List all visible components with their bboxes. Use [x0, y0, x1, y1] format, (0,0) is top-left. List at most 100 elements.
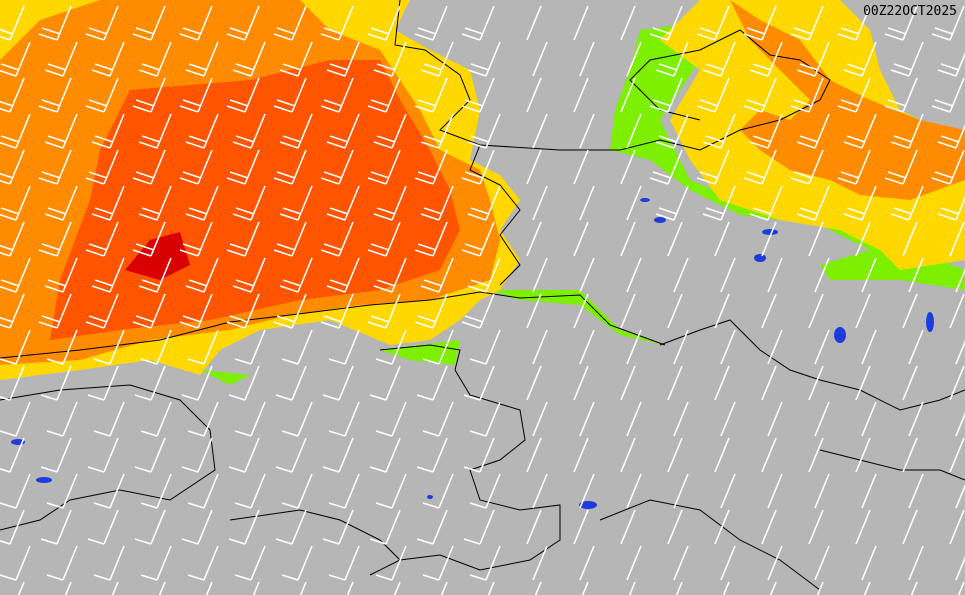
- wind-barb: [228, 365, 260, 401]
- wind-barb: [326, 257, 360, 293]
- wind-barbs: [0, 5, 965, 595]
- wind-barb: [185, 257, 219, 293]
- wind-barb: [855, 437, 871, 473]
- wind-barb: [273, 221, 307, 257]
- wind-barb: [790, 5, 824, 41]
- wind-barb: [279, 185, 313, 221]
- wind-barb: [814, 329, 830, 365]
- wind-barb: [573, 149, 589, 185]
- wind-barb: [187, 545, 219, 581]
- wind-barb: [38, 77, 72, 113]
- wind-barb: [0, 185, 31, 221]
- wind-barb: [185, 41, 219, 77]
- wind-barb: [573, 437, 589, 473]
- wind-barb: [373, 185, 407, 221]
- wind-barb: [328, 401, 360, 437]
- wind-barb: [420, 41, 454, 77]
- wind-barb: [181, 437, 213, 473]
- wind-barb: [526, 77, 542, 113]
- wind-barb: [461, 293, 495, 329]
- wind-barb: [181, 509, 213, 545]
- wind-barb: [367, 149, 401, 185]
- wind-barb: [667, 365, 683, 401]
- wind-barb: [91, 185, 125, 221]
- wind-barb: [232, 113, 266, 149]
- wind-barb: [573, 5, 589, 41]
- wind-barb: [181, 365, 213, 401]
- wind-barb: [185, 113, 219, 149]
- wind-barb: [579, 257, 595, 293]
- wind-barb: [44, 257, 78, 293]
- wind-barb: [375, 401, 407, 437]
- wind-barb: [855, 365, 871, 401]
- wind-barb: [322, 365, 354, 401]
- wind-barb: [902, 365, 918, 401]
- wind-barb: [414, 221, 448, 257]
- wind-barb: [0, 329, 31, 365]
- wind-barb: [373, 113, 407, 149]
- wind-barb: [808, 509, 824, 545]
- wind-barb: [469, 545, 501, 581]
- wind-barb: [346, 581, 354, 595]
- wind-barb: [655, 185, 689, 221]
- wind-barb: [0, 437, 25, 473]
- wind-barb: [226, 221, 260, 257]
- wind-barb: [367, 293, 401, 329]
- wind-barb: [234, 329, 266, 365]
- wind-barb: [884, 149, 918, 185]
- wind-barb: [620, 437, 636, 473]
- wind-barb: [908, 473, 924, 509]
- wind-barb: [761, 293, 777, 329]
- wind-barb: [467, 257, 501, 293]
- wind-barb: [749, 185, 783, 221]
- wind-barb: [890, 113, 924, 149]
- wind-barb: [85, 149, 119, 185]
- wind-barb: [814, 545, 830, 581]
- wind-barb: [91, 41, 125, 77]
- wind-barb: [369, 509, 401, 545]
- wind-barb: [0, 545, 31, 581]
- wind-barb: [649, 77, 683, 113]
- wind-barb: [743, 77, 777, 113]
- wind-barb: [579, 329, 595, 365]
- wind-barb: [855, 509, 871, 545]
- wind-barb: [808, 437, 824, 473]
- wind-barb: [369, 437, 401, 473]
- wind-barb: [17, 581, 25, 595]
- wind-barb: [931, 5, 965, 41]
- wind-barb: [655, 113, 689, 149]
- wind-barb: [620, 293, 636, 329]
- wind-barb: [226, 149, 260, 185]
- wind-barb: [861, 257, 877, 293]
- wind-barb: [620, 365, 636, 401]
- wind-barb: [40, 365, 72, 401]
- wind-barb: [93, 545, 125, 581]
- wind-barb: [46, 473, 78, 509]
- wind-barb: [808, 365, 824, 401]
- wind-barb: [420, 185, 454, 221]
- wind-barb: [532, 41, 548, 77]
- wind-barb: [140, 473, 172, 509]
- wind-barb: [85, 5, 119, 41]
- wind-barb: [275, 509, 307, 545]
- wind-barb: [902, 509, 918, 545]
- wind-barb: [138, 185, 172, 221]
- wind-barb: [628, 581, 636, 595]
- wind-barb: [414, 5, 448, 41]
- wind-barb: [469, 329, 501, 365]
- wind-barb: [526, 509, 542, 545]
- wind-barb: [761, 221, 777, 257]
- wind-barb: [279, 113, 313, 149]
- wind-barb: [187, 401, 219, 437]
- wind-barb: [85, 293, 119, 329]
- wind-barb: [422, 473, 454, 509]
- wind-barb: [279, 257, 313, 293]
- wind-barb: [720, 545, 736, 581]
- wind-barb: [185, 185, 219, 221]
- wind-barb: [808, 221, 824, 257]
- wind-barb: [579, 113, 595, 149]
- wind-barb: [140, 401, 172, 437]
- wind-barb: [0, 257, 31, 293]
- wind-barb: [573, 365, 589, 401]
- wind-barb: [234, 473, 266, 509]
